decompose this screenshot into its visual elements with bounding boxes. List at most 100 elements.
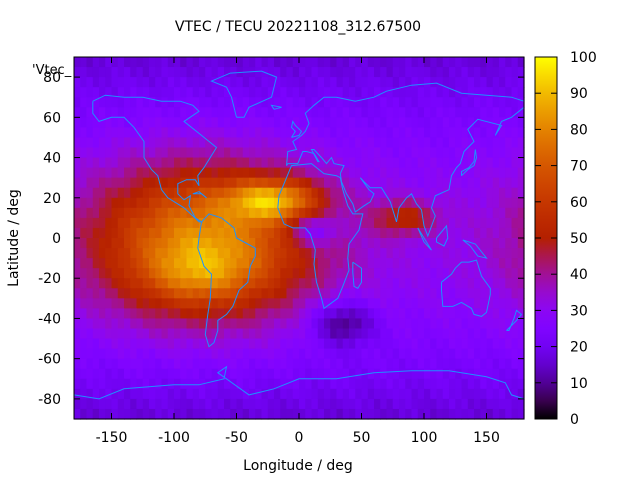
heatmap-cell — [236, 248, 244, 259]
heatmap-cell — [155, 177, 163, 189]
heatmap-cell — [274, 368, 281, 380]
heatmap-cell — [199, 117, 206, 128]
heatmap-cell — [105, 248, 113, 259]
heatmap-cell — [86, 378, 94, 390]
heatmap-cell — [249, 207, 256, 219]
heatmap-cell — [267, 318, 275, 330]
heatmap-cell — [455, 318, 463, 330]
heatmap-cell — [317, 288, 325, 299]
heatmap-cell — [324, 167, 331, 179]
heatmap-cell — [361, 67, 369, 78]
heatmap-cell — [367, 268, 375, 279]
heatmap-cell — [299, 278, 306, 289]
heatmap-cell — [380, 348, 388, 360]
heatmap-cell — [142, 298, 150, 309]
colorbar-tick-label: 90 — [570, 86, 588, 102]
heatmap-cell — [424, 117, 431, 128]
heatmap-cell — [142, 207, 150, 219]
heatmap-cell — [124, 117, 131, 128]
heatmap-cell — [286, 398, 294, 410]
heatmap-cell — [236, 328, 244, 340]
heatmap-cell — [305, 378, 313, 390]
heatmap-cell — [199, 248, 206, 259]
heatmap-cell — [492, 207, 500, 219]
heatmap-cell — [111, 358, 119, 370]
heatmap-cell — [249, 288, 256, 299]
heatmap-cell — [324, 77, 331, 88]
heatmap-cell — [255, 278, 263, 289]
heatmap-cell — [305, 177, 313, 189]
heatmap-cell — [192, 258, 200, 269]
heatmap-cell — [155, 268, 163, 279]
heatmap-cell — [336, 117, 344, 128]
heatmap-cell — [124, 67, 131, 78]
heatmap-cell — [517, 127, 525, 139]
heatmap-cell — [474, 167, 481, 179]
heatmap-cell — [180, 197, 188, 209]
heatmap-cell — [236, 388, 244, 400]
heatmap-cell — [380, 258, 388, 269]
heatmap-cell — [249, 167, 256, 179]
heatmap-cell — [436, 338, 444, 350]
heatmap-cell — [505, 328, 513, 340]
heatmap-cell — [111, 328, 119, 340]
heatmap-cell — [92, 167, 100, 179]
heatmap-cell — [442, 227, 450, 239]
heatmap-cell — [380, 328, 388, 340]
heatmap-cell — [336, 318, 344, 330]
heatmap-cell — [349, 348, 356, 360]
heatmap-cell — [142, 348, 150, 360]
heatmap-cell — [99, 288, 106, 299]
heatmap-cell — [349, 408, 356, 420]
heatmap-cell — [324, 97, 331, 108]
heatmap-cell — [161, 308, 169, 320]
heatmap-cell — [399, 67, 406, 78]
heatmap-cell — [174, 368, 181, 380]
heatmap-cell — [74, 57, 81, 68]
heatmap-cell — [311, 97, 319, 108]
heatmap-cell — [130, 167, 138, 179]
heatmap-cell — [86, 308, 94, 320]
heatmap-cell — [111, 268, 119, 279]
heatmap-cell — [505, 57, 513, 68]
heatmap-cell — [461, 288, 469, 299]
heatmap-cell — [211, 197, 219, 209]
heatmap-cell — [155, 258, 163, 269]
heatmap-cell — [80, 117, 88, 128]
heatmap-cell — [342, 77, 350, 88]
heatmap-cell — [386, 117, 394, 128]
heatmap-cell — [480, 137, 488, 149]
heatmap-cell — [174, 348, 181, 360]
heatmap-cell — [86, 77, 94, 88]
heatmap-cell — [211, 127, 219, 139]
heatmap-cell — [105, 268, 113, 279]
heatmap-cell — [111, 167, 119, 179]
heatmap-cell — [224, 368, 231, 380]
heatmap-cell — [292, 308, 300, 320]
heatmap-cell — [361, 217, 369, 229]
heatmap-cell — [267, 348, 275, 360]
heatmap-cell — [105, 227, 113, 239]
heatmap-cell — [355, 338, 363, 350]
heatmap-cell — [230, 238, 238, 249]
heatmap-cell — [86, 197, 94, 209]
heatmap-cell — [380, 217, 388, 229]
heatmap-cell — [417, 147, 425, 159]
heatmap-cell — [311, 308, 319, 320]
heatmap-cell — [436, 318, 444, 330]
heatmap-cell — [142, 338, 150, 350]
heatmap-cell — [392, 288, 400, 299]
heatmap-cell — [417, 127, 425, 139]
heatmap-cell — [511, 107, 519, 118]
heatmap-cell — [336, 77, 344, 88]
heatmap-cell — [305, 308, 313, 320]
heatmap-cell — [136, 338, 144, 350]
heatmap-cell — [461, 187, 469, 199]
heatmap-cell — [386, 408, 394, 420]
heatmap-cell — [305, 318, 313, 330]
heatmap-cell — [111, 217, 119, 229]
heatmap-cell — [324, 227, 331, 239]
heatmap-cell — [242, 117, 250, 128]
heatmap-cell — [355, 298, 363, 309]
heatmap-cell — [92, 258, 100, 269]
